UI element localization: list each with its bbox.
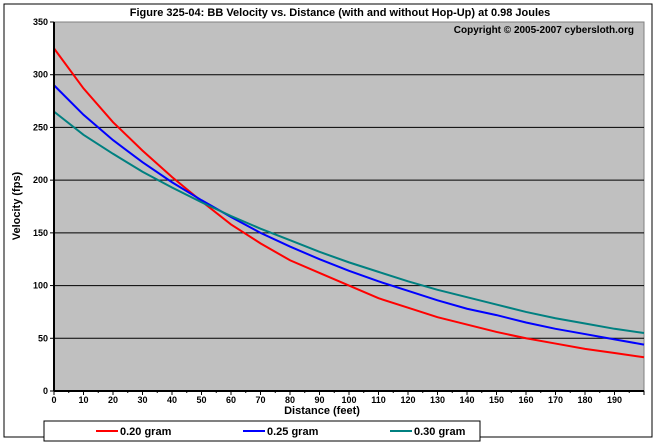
x-tick-label: 190	[607, 395, 622, 405]
x-tick-label: 120	[400, 395, 415, 405]
y-tick-label: 300	[33, 70, 48, 80]
x-tick-label: 100	[341, 395, 356, 405]
x-tick-label: 180	[577, 395, 592, 405]
x-tick-label: 80	[285, 395, 295, 405]
x-tick-label: 130	[430, 395, 445, 405]
y-tick-label: 50	[38, 333, 48, 343]
x-tick-label: 110	[371, 395, 386, 405]
y-tick-label: 0	[43, 386, 48, 396]
copyright-annotation: Copyright © 2005-2007 cybersloth.org	[454, 25, 634, 36]
y-axis-label: Velocity (fps)	[11, 171, 23, 240]
y-tick-label: 200	[33, 175, 48, 185]
x-tick-label: 40	[167, 395, 177, 405]
x-tick-label: 20	[108, 395, 118, 405]
x-tick-label: 30	[137, 395, 147, 405]
x-tick-label: 60	[226, 395, 236, 405]
series-line-0-30-gram	[53, 110, 645, 335]
y-tick-label: 150	[33, 228, 48, 238]
series-line-0-20-gram	[53, 47, 645, 359]
x-tick-label: 10	[78, 395, 88, 405]
y-tick-label: 350	[33, 17, 48, 27]
y-tick-label: 250	[33, 122, 48, 132]
x-axis-label: Distance (feet)	[284, 405, 360, 417]
y-tick-label: 100	[33, 281, 48, 291]
chart-title: Figure 325-04: BB Velocity vs. Distance …	[130, 7, 551, 19]
x-tick-label: 0	[51, 395, 56, 405]
x-tick-label: 50	[196, 395, 206, 405]
x-tick-label: 150	[489, 395, 504, 405]
x-tick-label: 160	[518, 395, 533, 405]
legend-label: 0.20 gram	[120, 426, 172, 438]
x-tick-label: 70	[255, 395, 265, 405]
legend-label: 0.30 gram	[414, 426, 466, 438]
series-line-0-25-gram	[53, 84, 645, 346]
x-tick-label: 90	[314, 395, 324, 405]
legend-label: 0.25 gram	[267, 426, 319, 438]
x-tick-label: 140	[459, 395, 474, 405]
x-tick-label: 170	[548, 395, 563, 405]
plot-area	[53, 21, 645, 392]
